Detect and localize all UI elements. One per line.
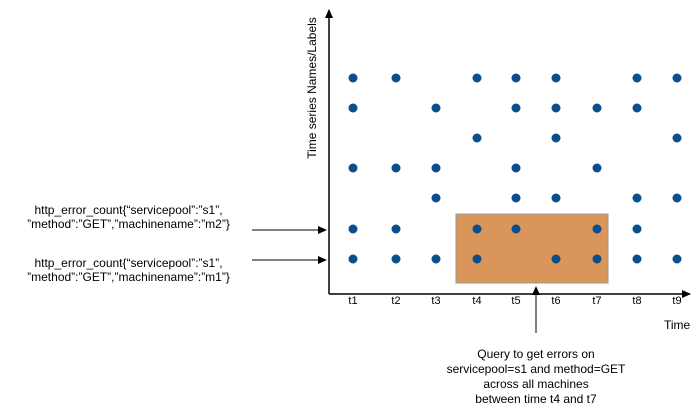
- data-points: [348, 73, 682, 264]
- data-point-row4-t7: [592, 163, 602, 173]
- data-point-row4-t5: [511, 163, 521, 173]
- time-tick-t5: t5: [511, 295, 521, 307]
- data-point-row3-t4: [472, 133, 482, 143]
- data-point-row3-t9: [672, 133, 682, 143]
- data-point-row6-t8: [632, 224, 642, 234]
- series-label-m2-line-1: http_error_count{“servicepool”:”s1”,: [34, 203, 223, 217]
- query-note-line-2: servicepool=s1 and method=GET: [446, 362, 626, 376]
- data-point-row7-t2: [391, 254, 401, 264]
- data-point-row2-t5: [511, 103, 521, 113]
- data-point-row4-t1: [348, 163, 358, 173]
- time-tick-t3: t3: [431, 295, 441, 307]
- time-tick-t9: t9: [672, 295, 682, 307]
- data-point-row3-t6: [551, 133, 561, 143]
- time-tick-t6: t6: [551, 295, 561, 307]
- time-tick-t1: t1: [348, 295, 358, 307]
- data-point-row5-t6: [551, 193, 561, 203]
- data-point-row6-t7: [592, 224, 602, 234]
- data-point-row1-t1: [348, 73, 358, 83]
- data-point-row2-t7: [592, 103, 602, 113]
- series-label-m2-line-2: ”method”:”GET”,”machinename”:”m2”}: [27, 217, 230, 231]
- data-point-row5-t3: [431, 193, 441, 203]
- data-point-row6-t4: [472, 224, 482, 234]
- series-label-m1-line-2: ”method”:”GET”,”machinename”:”m1”}: [27, 270, 230, 284]
- data-point-row1-t2: [391, 73, 401, 83]
- series-label-m1: http_error_count{“servicepool”:”s1”, ”me…: [6, 256, 251, 284]
- data-point-row4-t3: [431, 163, 441, 173]
- data-point-row7-t7: [592, 254, 602, 264]
- query-note: Query to get errors on servicepool=s1 an…: [426, 347, 646, 407]
- data-point-row1-t5: [511, 73, 521, 83]
- data-point-row5-t5: [511, 193, 521, 203]
- data-point-row6-t2: [391, 224, 401, 234]
- data-point-row7-t3: [431, 254, 441, 264]
- data-point-row7-t1: [348, 254, 358, 264]
- data-point-row6-t5: [511, 224, 521, 234]
- data-point-row1-t9: [672, 73, 682, 83]
- data-point-row5-t8: [632, 193, 642, 203]
- time-tick-t7: t7: [592, 295, 602, 307]
- data-point-row7-t8: [632, 254, 642, 264]
- data-point-row2-t3: [431, 103, 441, 113]
- query-highlight-region: [455, 213, 609, 284]
- query-note-line-1: Query to get errors on: [477, 347, 595, 361]
- data-point-row4-t2: [391, 163, 401, 173]
- data-point-row7-t9: [672, 254, 682, 264]
- query-note-line-4: between time t4 and t7: [475, 392, 597, 406]
- time-tick-t8: t8: [632, 295, 642, 307]
- time-tick-t4: t4: [472, 295, 482, 307]
- query-note-line-3: across all machines: [483, 377, 589, 391]
- time-tick-t2: t2: [391, 295, 401, 307]
- data-point-row2-t1: [348, 103, 358, 113]
- data-point-row6-t1: [348, 224, 358, 234]
- data-point-row5-t9: [672, 193, 682, 203]
- data-point-row7-t4: [472, 254, 482, 264]
- data-point-row7-t6: [551, 254, 561, 264]
- data-point-row1-t8: [632, 73, 642, 83]
- data-point-row1-t4: [472, 73, 482, 83]
- data-point-row1-t6: [551, 73, 561, 83]
- data-point-row2-t6: [551, 103, 561, 113]
- series-label-m2: http_error_count{“servicepool”:”s1”, ”me…: [6, 203, 251, 231]
- data-point-row2-t8: [632, 103, 642, 113]
- x-axis-label: Time: [664, 318, 691, 332]
- series-label-m1-line-1: http_error_count{“servicepool”:”s1”,: [34, 256, 223, 270]
